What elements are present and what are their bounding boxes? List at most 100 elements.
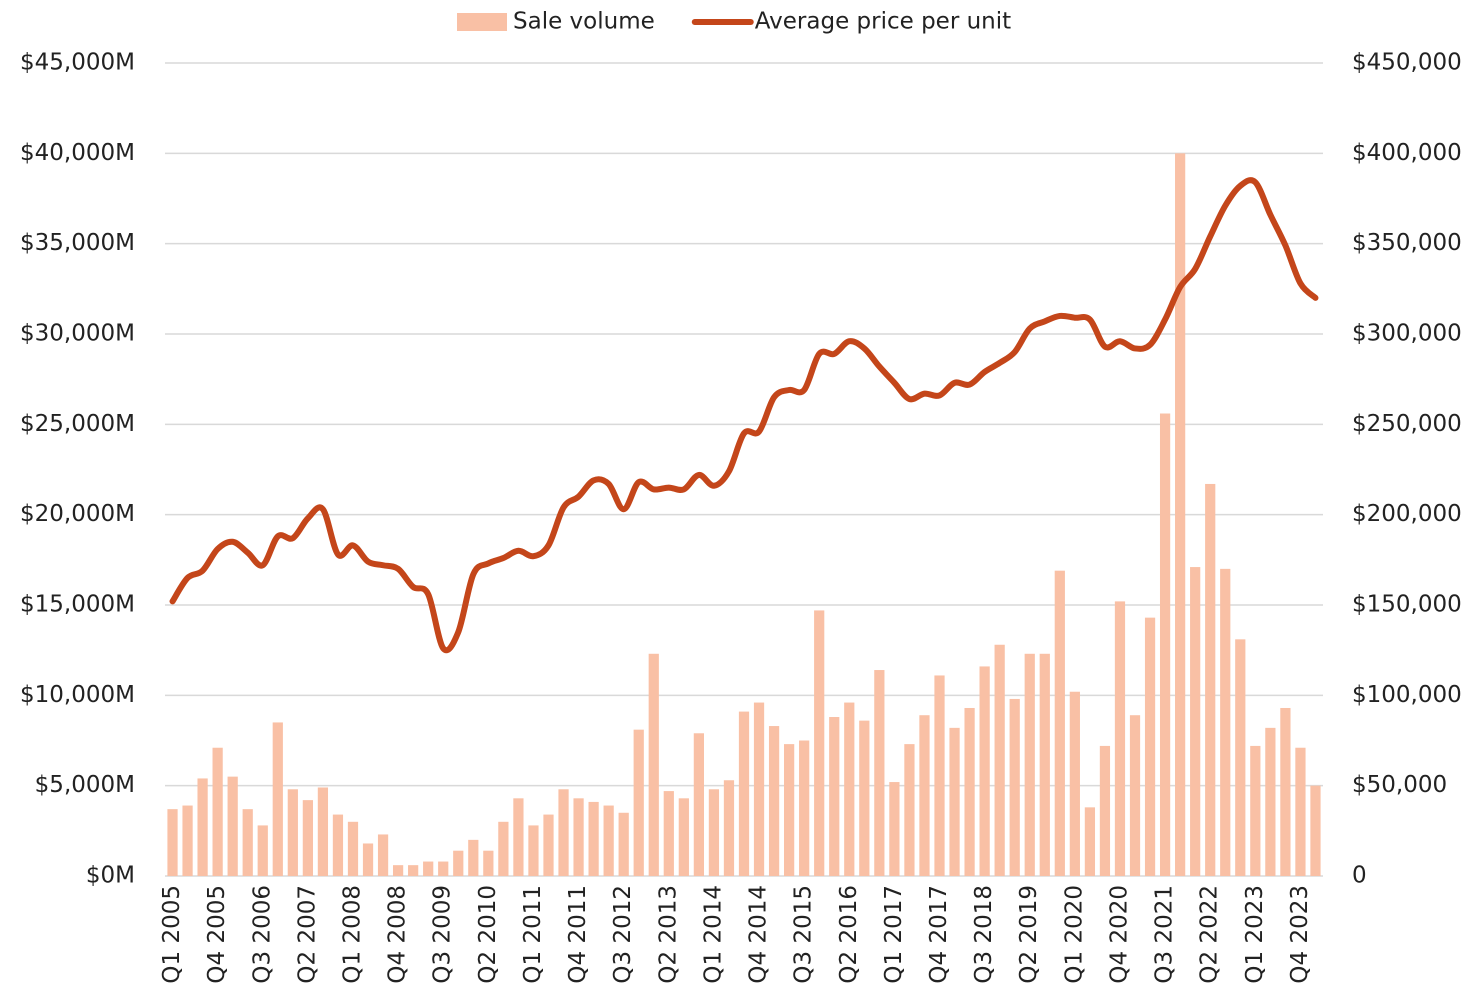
x-tick-label: Q1 2020 bbox=[1061, 885, 1087, 984]
y2-tick-label: $100,000 bbox=[1352, 682, 1462, 708]
x-tick-label: Q3 2012 bbox=[610, 885, 636, 984]
bar bbox=[1205, 483, 1216, 876]
x-tick-label: Q1 2008 bbox=[339, 885, 365, 984]
bar bbox=[844, 702, 855, 876]
bar bbox=[197, 778, 208, 876]
bar bbox=[889, 782, 900, 876]
bar bbox=[904, 744, 915, 876]
bar bbox=[347, 821, 359, 876]
x-tick-label: Q3 2015 bbox=[791, 885, 817, 984]
x-tick-label: Q2 2007 bbox=[294, 885, 320, 984]
y-tick-label: $40,000M bbox=[20, 140, 135, 166]
bar bbox=[919, 715, 930, 876]
bar bbox=[1069, 691, 1080, 876]
y2-tick-label: $200,000 bbox=[1352, 501, 1462, 527]
bar bbox=[964, 707, 975, 876]
bar bbox=[934, 675, 945, 876]
bar bbox=[979, 666, 990, 876]
bar bbox=[332, 814, 344, 876]
bar bbox=[784, 744, 795, 876]
bar bbox=[1099, 745, 1111, 876]
bar bbox=[453, 850, 464, 876]
bar bbox=[738, 711, 750, 876]
bar bbox=[513, 798, 524, 876]
x-tick-label: Q3 2006 bbox=[249, 885, 275, 984]
y2-tick-label: $350,000 bbox=[1352, 230, 1462, 256]
bar bbox=[588, 801, 599, 876]
y-tick-label: $5,000M bbox=[35, 772, 135, 798]
x-tick-label: Q1 2011 bbox=[520, 885, 546, 984]
bar bbox=[1220, 568, 1231, 876]
y2-tick-label: 0 bbox=[1352, 863, 1367, 889]
x-tick-label: Q4 2005 bbox=[204, 885, 230, 984]
bar bbox=[1039, 653, 1050, 876]
bar bbox=[949, 727, 960, 876]
bar bbox=[859, 720, 870, 876]
bar bbox=[994, 644, 1005, 876]
legend-label: Average price per unit bbox=[755, 9, 1011, 35]
bar bbox=[753, 702, 765, 876]
bar bbox=[1235, 639, 1246, 876]
bar bbox=[242, 809, 253, 876]
bar bbox=[723, 780, 735, 876]
bar bbox=[438, 861, 449, 876]
bar bbox=[362, 843, 374, 876]
bar bbox=[603, 805, 614, 876]
x-tick-label: Q4 2014 bbox=[746, 885, 772, 984]
y-tick-label: $0M bbox=[86, 863, 135, 889]
bar bbox=[829, 717, 840, 876]
y-tick-label: $35,000M bbox=[20, 230, 135, 256]
bar bbox=[1144, 617, 1156, 876]
x-tick-label: Q4 2020 bbox=[1106, 885, 1132, 984]
bar bbox=[708, 789, 720, 876]
bar bbox=[408, 865, 419, 876]
y-tick-label: $25,000M bbox=[20, 411, 135, 437]
x-tick-label: Q2 2010 bbox=[475, 885, 501, 984]
bar bbox=[1190, 567, 1201, 876]
bar bbox=[543, 814, 554, 876]
bar bbox=[1175, 153, 1186, 877]
y2-tick-label: $150,000 bbox=[1352, 592, 1462, 618]
y-tick-label: $45,000M bbox=[20, 50, 135, 76]
x-tick-label: Q4 2023 bbox=[1287, 885, 1313, 984]
bar bbox=[1084, 807, 1096, 876]
bar bbox=[1009, 698, 1020, 876]
x-tick-label: Q1 2014 bbox=[700, 885, 726, 984]
bar bbox=[678, 798, 689, 876]
x-tick-label: Q1 2023 bbox=[1242, 885, 1268, 984]
bar bbox=[663, 791, 674, 876]
bar bbox=[693, 733, 704, 876]
bar bbox=[272, 722, 283, 876]
x-tick-label: Q2 2022 bbox=[1197, 885, 1223, 984]
legend-label: Sale volume bbox=[513, 9, 655, 35]
bar bbox=[1280, 707, 1291, 876]
bar bbox=[257, 825, 268, 876]
bar bbox=[377, 834, 389, 876]
bar bbox=[1129, 715, 1141, 876]
bar bbox=[1295, 747, 1306, 876]
line bbox=[169, 177, 1319, 654]
bar bbox=[1250, 745, 1261, 876]
y2-tick-label: $250,000 bbox=[1352, 411, 1462, 437]
bar bbox=[302, 800, 313, 876]
x-tick-label: Q3 2021 bbox=[1152, 885, 1178, 984]
bar bbox=[814, 610, 825, 876]
y-tick-label: $15,000M bbox=[20, 592, 135, 618]
bar bbox=[182, 805, 193, 876]
x-tick-label: Q4 2008 bbox=[385, 885, 411, 984]
x-tick-label: Q2 2019 bbox=[1016, 885, 1042, 984]
bar bbox=[1054, 570, 1065, 876]
bar bbox=[498, 821, 509, 876]
x-tick-label: Q1 2005 bbox=[159, 885, 185, 984]
bar bbox=[483, 850, 494, 876]
bar bbox=[558, 789, 569, 876]
x-tick-label: Q4 2011 bbox=[565, 885, 591, 984]
legend-swatch bbox=[457, 13, 507, 31]
bar bbox=[468, 839, 479, 876]
bar bbox=[227, 776, 238, 876]
bar bbox=[573, 798, 584, 876]
x-tick-label: Q3 2018 bbox=[971, 885, 997, 984]
bar bbox=[392, 865, 404, 876]
bar bbox=[1024, 653, 1035, 876]
bar bbox=[799, 740, 810, 876]
